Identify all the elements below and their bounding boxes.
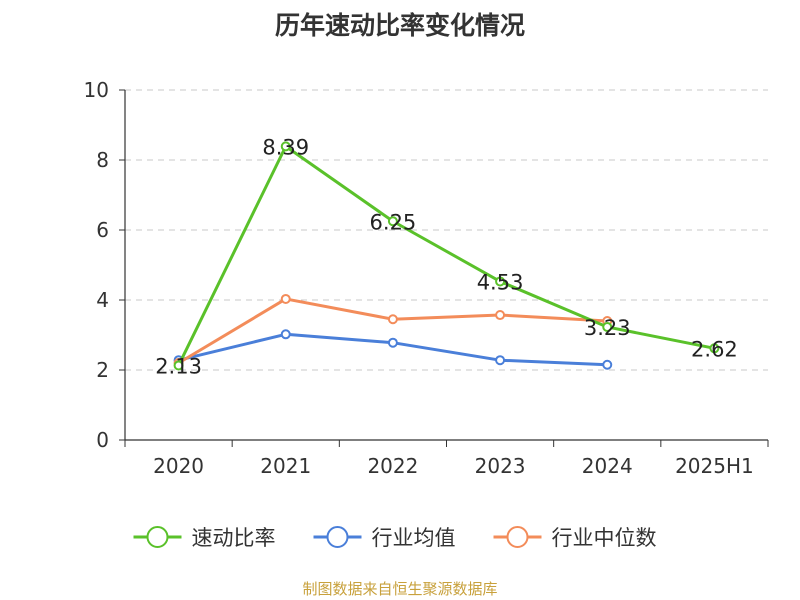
data-point (387, 337, 398, 348)
data-point (280, 329, 291, 340)
y-tick-label: 2 (96, 358, 109, 382)
y-tick-label: 4 (96, 288, 109, 312)
axes: 0 2 4 6 8 10 2020 2021 2022 2023 2024 2025H1 (84, 78, 769, 478)
legend-item-0: 速动比率 (133, 526, 276, 550)
data-point (387, 216, 398, 227)
data-point (387, 314, 398, 325)
series-line-2 (177, 297, 608, 365)
series-line-0 (177, 144, 715, 367)
x-tick-label: 2024 (582, 454, 633, 478)
data-label: 2.62 (691, 337, 738, 361)
legend-label: 速动比率 (192, 526, 276, 550)
grid-lines (125, 89, 768, 371)
legend-label: 行业均值 (372, 526, 456, 550)
y-tick-label: 6 (96, 218, 109, 242)
source-footer: 制图数据来自恒生聚源数据库 (302, 580, 498, 598)
data-point (280, 141, 291, 152)
data-label: 8.39 (262, 135, 309, 159)
series-lines (173, 141, 720, 371)
x-tick-label: 2021 (260, 454, 311, 478)
y-tick-label: 8 (96, 148, 109, 172)
data-point (173, 360, 184, 371)
legend-marker (146, 526, 169, 548)
legend-item-2: 行业中位数 (493, 526, 657, 550)
x-tick-label: 2025H1 (675, 454, 754, 478)
legend-marker (326, 526, 349, 548)
data-label: 2.13 (155, 354, 202, 378)
data-label: 4.53 (477, 270, 524, 294)
y-tick-label: 10 (84, 78, 109, 102)
y-tick-label: 0 (96, 428, 109, 452)
legend: 速动比率 行业均值 行业中位数 (133, 526, 657, 550)
data-label: 3.23 (584, 316, 631, 340)
x-tick-label: 2020 (153, 454, 204, 478)
x-tick-label: 2023 (475, 454, 526, 478)
legend-marker (506, 526, 529, 548)
legend-label: 行业中位数 (552, 526, 657, 550)
data-point (602, 359, 613, 370)
legend-item-1: 行业均值 (313, 526, 456, 550)
data-point (495, 276, 506, 287)
data-point (280, 293, 291, 304)
chart-title: 历年速动比率变化情况 (274, 11, 525, 40)
data-point (495, 310, 506, 321)
data-labels: 2.13 8.39 6.25 4.53 3.23 2.62 (155, 135, 738, 378)
data-point (709, 343, 720, 354)
data-point (602, 321, 613, 332)
x-tick-label: 2022 (367, 454, 418, 478)
data-point (495, 355, 506, 366)
data-label: 6.25 (370, 210, 417, 234)
